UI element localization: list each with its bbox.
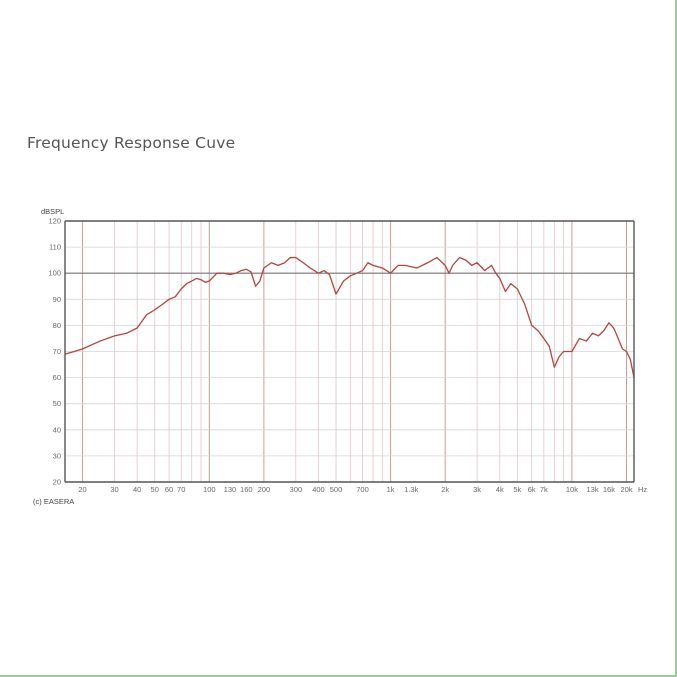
page-title: Frequency Response Cuve [27, 134, 236, 152]
y-tick-label: 110 [49, 243, 61, 252]
x-tick-label: 400 [312, 485, 325, 494]
x-tick-label: 70 [177, 485, 185, 494]
x-tick-label: 3k [473, 485, 481, 494]
x-tick-label: 1.3k [404, 485, 418, 494]
x-tick-label: 7k [540, 485, 548, 494]
x-tick-label: 10k [566, 485, 578, 494]
y-tick-label: 120 [48, 217, 61, 226]
x-tick-label: 30 [110, 485, 118, 494]
x-tick-label: 20k [620, 485, 632, 494]
x-tick-label: 20 [78, 485, 86, 494]
x-tick-label: 200 [258, 485, 271, 494]
y-tick-label: 90 [53, 295, 61, 304]
x-tick-label: 2k [441, 485, 449, 494]
x-tick-label: 160 [240, 485, 253, 494]
x-tick-label: 60 [165, 485, 173, 494]
x-tick-label: 130 [224, 485, 237, 494]
x-tick-label: 700 [356, 485, 369, 494]
x-tick-label: 16k [603, 485, 615, 494]
copyright-footer: (c) EASERA [33, 497, 74, 506]
x-tick-label: 13k [587, 485, 599, 494]
y-tick-label: 50 [53, 399, 61, 408]
y-axis-label: dBSPL [41, 207, 64, 216]
x-tick-label: 5k [513, 485, 521, 494]
x-axis-label: Hz [638, 485, 647, 494]
y-tick-label: 60 [53, 373, 61, 382]
y-tick-label: 70 [53, 347, 61, 356]
y-tick-label: 20 [53, 478, 61, 487]
x-tick-label: 50 [151, 485, 159, 494]
response-curve [64, 256, 635, 378]
x-tick-label: 500 [330, 485, 343, 494]
y-tick-label: 30 [53, 451, 61, 460]
x-tick-label: 100 [203, 485, 216, 494]
y-tick-label: 100 [48, 269, 61, 278]
x-tick-label: 4k [496, 485, 504, 494]
y-tick-label: 40 [53, 425, 61, 434]
x-tick-label: 40 [133, 485, 141, 494]
x-tick-label: 6k [528, 485, 536, 494]
y-tick-label: 80 [53, 321, 61, 330]
x-tick-label: 300 [290, 485, 303, 494]
x-tick-label: 1k [387, 485, 395, 494]
